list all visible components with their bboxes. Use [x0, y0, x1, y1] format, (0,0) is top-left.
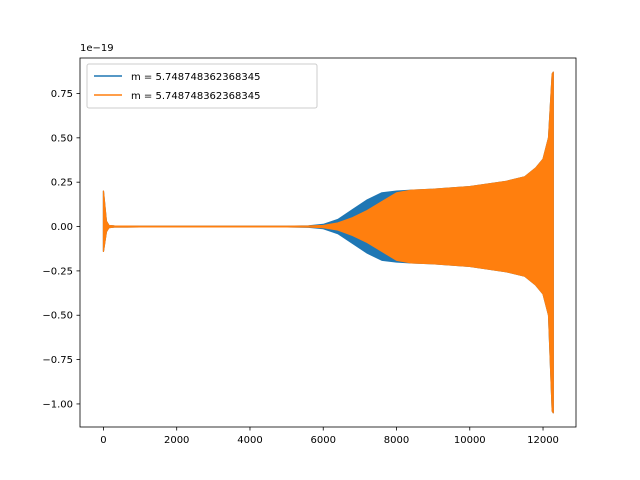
legend: m = 5.748748362368345 m = 5.748748362368… — [86, 63, 318, 109]
x-tick-label: 8000 — [384, 435, 409, 446]
legend-box — [86, 63, 318, 109]
legend-label-series-2: m = 5.748748362368345 — [131, 91, 260, 102]
series-2-envelope — [102, 71, 554, 414]
x-tick-label: 12000 — [527, 435, 559, 446]
y-tick-label: −1.00 — [42, 399, 73, 410]
x-tick-label: 0 — [100, 435, 106, 446]
y-tick-label: −0.50 — [42, 311, 73, 322]
y-tick-label: 0.50 — [51, 133, 73, 144]
ticks-layer: 0 2000 4000 6000 8000 10000 12000 0.75 0.50 0.25 0… — [42, 89, 559, 446]
axes-frame — [79, 57, 577, 428]
legend-label-series-1: m = 5.748748362368345 — [131, 72, 260, 83]
y-tick-label: 0.75 — [51, 89, 73, 100]
y-offset-label: 1e−19 — [80, 43, 114, 54]
x-tick-label: 10000 — [454, 435, 486, 446]
x-tick-label: 4000 — [237, 435, 262, 446]
x-tick-label: 2000 — [164, 435, 189, 446]
y-tick-label: 0.25 — [51, 178, 73, 189]
x-tick-label: 6000 — [311, 435, 336, 446]
y-tick-label: −0.75 — [42, 355, 73, 366]
series-layer — [102, 71, 554, 414]
y-tick-label: −0.25 — [42, 266, 73, 277]
y-tick-label: 0.00 — [51, 222, 73, 233]
